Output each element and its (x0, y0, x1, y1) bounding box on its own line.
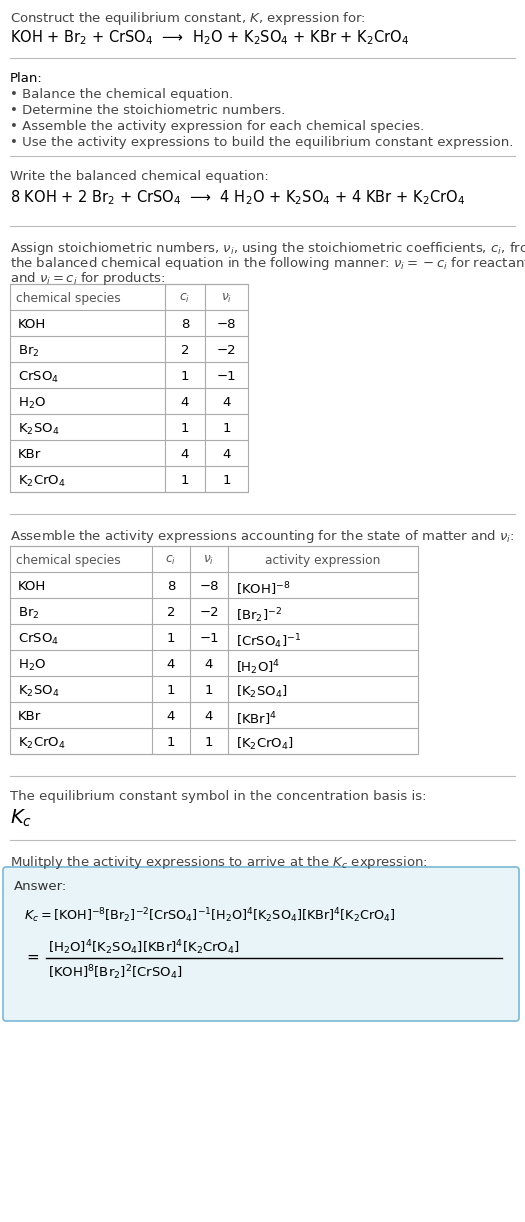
Text: 1: 1 (205, 684, 213, 697)
Text: 8: 8 (181, 318, 189, 331)
Text: 4: 4 (167, 657, 175, 671)
Text: 1: 1 (167, 736, 175, 749)
Text: $\nu_i$: $\nu_i$ (203, 554, 215, 567)
Text: 4: 4 (181, 396, 189, 409)
Text: K$_2$CrO$_4$: K$_2$CrO$_4$ (18, 736, 66, 752)
Text: and $\nu_i = c_i$ for products:: and $\nu_i = c_i$ for products: (10, 270, 165, 287)
Text: −8: −8 (217, 318, 236, 331)
Text: 4: 4 (205, 710, 213, 723)
Text: Br$_2$: Br$_2$ (18, 606, 39, 621)
Text: activity expression: activity expression (265, 554, 381, 567)
Text: Assemble the activity expressions accounting for the state of matter and $\nu_i$: Assemble the activity expressions accoun… (10, 528, 514, 545)
Text: [H$_2$O]$^4$: [H$_2$O]$^4$ (236, 657, 280, 677)
Text: • Use the activity expressions to build the equilibrium constant expression.: • Use the activity expressions to build … (10, 136, 513, 149)
Text: $=$: $=$ (24, 948, 40, 963)
Text: chemical species: chemical species (16, 292, 121, 306)
Text: $K_c = [\mathrm{KOH}]^{-8}[\mathrm{Br_2}]^{-2}[\mathrm{CrSO_4}]^{-1}[\mathrm{H_2: $K_c = [\mathrm{KOH}]^{-8}[\mathrm{Br_2}… (24, 906, 395, 925)
Text: • Assemble the activity expression for each chemical species.: • Assemble the activity expression for e… (10, 120, 424, 133)
Text: 2: 2 (181, 345, 189, 357)
Text: 4: 4 (205, 657, 213, 671)
Text: −2: −2 (199, 606, 219, 620)
Text: 1: 1 (222, 422, 231, 435)
Text: K$_2$SO$_4$: K$_2$SO$_4$ (18, 684, 59, 699)
FancyBboxPatch shape (3, 866, 519, 1022)
Text: 1: 1 (222, 474, 231, 488)
Text: 1: 1 (181, 422, 189, 435)
Text: 4: 4 (222, 448, 230, 461)
Text: 1: 1 (205, 736, 213, 749)
Text: 4: 4 (167, 710, 175, 723)
Text: Construct the equilibrium constant, $K$, expression for:: Construct the equilibrium constant, $K$,… (10, 10, 366, 27)
Text: 8 KOH + 2 Br$_2$ + CrSO$_4$  ⟶  4 H$_2$O + K$_2$SO$_4$ + 4 KBr + K$_2$CrO$_4$: 8 KOH + 2 Br$_2$ + CrSO$_4$ ⟶ 4 H$_2$O +… (10, 188, 465, 207)
Text: 1: 1 (167, 632, 175, 645)
Text: 1: 1 (167, 684, 175, 697)
Text: 2: 2 (167, 606, 175, 620)
Text: CrSO$_4$: CrSO$_4$ (18, 632, 59, 648)
Text: −2: −2 (217, 345, 236, 357)
Text: 1: 1 (181, 474, 189, 488)
Text: −1: −1 (199, 632, 219, 645)
Text: KBr: KBr (18, 448, 41, 461)
Text: CrSO$_4$: CrSO$_4$ (18, 370, 59, 385)
Text: Br$_2$: Br$_2$ (18, 345, 39, 359)
Text: H$_2$O: H$_2$O (18, 657, 46, 673)
Text: • Balance the chemical equation.: • Balance the chemical equation. (10, 88, 233, 101)
Bar (10, 284, 248, 492)
Text: $c_i$: $c_i$ (180, 292, 191, 306)
Text: [KBr]$^4$: [KBr]$^4$ (236, 710, 277, 727)
Text: KOH: KOH (18, 318, 46, 331)
Text: $\nu_i$: $\nu_i$ (221, 292, 232, 306)
Bar (10, 546, 418, 754)
Text: the balanced chemical equation in the following manner: $\nu_i = -c_i$ for react: the balanced chemical equation in the fo… (10, 255, 525, 273)
Text: KBr: KBr (18, 710, 41, 723)
Text: chemical species: chemical species (16, 554, 121, 567)
Text: Plan:: Plan: (10, 72, 43, 86)
Text: KOH + Br$_2$ + CrSO$_4$  ⟶  H$_2$O + K$_2$SO$_4$ + KBr + K$_2$CrO$_4$: KOH + Br$_2$ + CrSO$_4$ ⟶ H$_2$O + K$_2$… (10, 28, 409, 46)
Text: $[\mathrm{H_2O}]^4[\mathrm{K_2SO_4}][\mathrm{KBr}]^4[\mathrm{K_2CrO_4}]$: $[\mathrm{H_2O}]^4[\mathrm{K_2SO_4}][\ma… (48, 938, 240, 957)
Text: $\mathit{K}_c$: $\mathit{K}_c$ (10, 808, 32, 830)
Text: 8: 8 (167, 580, 175, 593)
Text: [CrSO$_4$]$^{-1}$: [CrSO$_4$]$^{-1}$ (236, 632, 301, 650)
Text: $c_i$: $c_i$ (165, 554, 176, 567)
Text: $[\mathrm{KOH}]^8[\mathrm{Br_2}]^2[\mathrm{CrSO_4}]$: $[\mathrm{KOH}]^8[\mathrm{Br_2}]^2[\math… (48, 963, 183, 981)
Text: [Br$_2$]$^{-2}$: [Br$_2$]$^{-2}$ (236, 606, 282, 624)
Text: Answer:: Answer: (14, 880, 67, 893)
Text: −8: −8 (200, 580, 219, 593)
Text: KOH: KOH (18, 580, 46, 593)
Text: • Determine the stoichiometric numbers.: • Determine the stoichiometric numbers. (10, 104, 285, 117)
Text: [K$_2$CrO$_4$]: [K$_2$CrO$_4$] (236, 736, 294, 752)
Text: Mulitply the activity expressions to arrive at the $K_c$ expression:: Mulitply the activity expressions to arr… (10, 854, 428, 871)
Text: −1: −1 (217, 370, 236, 382)
Text: Assign stoichiometric numbers, $\nu_i$, using the stoichiometric coefficients, $: Assign stoichiometric numbers, $\nu_i$, … (10, 240, 525, 257)
Text: The equilibrium constant symbol in the concentration basis is:: The equilibrium constant symbol in the c… (10, 789, 426, 803)
Text: [KOH]$^{-8}$: [KOH]$^{-8}$ (236, 580, 290, 598)
Text: [K$_2$SO$_4$]: [K$_2$SO$_4$] (236, 684, 288, 700)
Text: 1: 1 (181, 370, 189, 382)
Text: H$_2$O: H$_2$O (18, 396, 46, 411)
Text: 4: 4 (181, 448, 189, 461)
Text: Write the balanced chemical equation:: Write the balanced chemical equation: (10, 170, 269, 183)
Text: K$_2$CrO$_4$: K$_2$CrO$_4$ (18, 474, 66, 489)
Text: 4: 4 (222, 396, 230, 409)
Text: K$_2$SO$_4$: K$_2$SO$_4$ (18, 422, 59, 437)
